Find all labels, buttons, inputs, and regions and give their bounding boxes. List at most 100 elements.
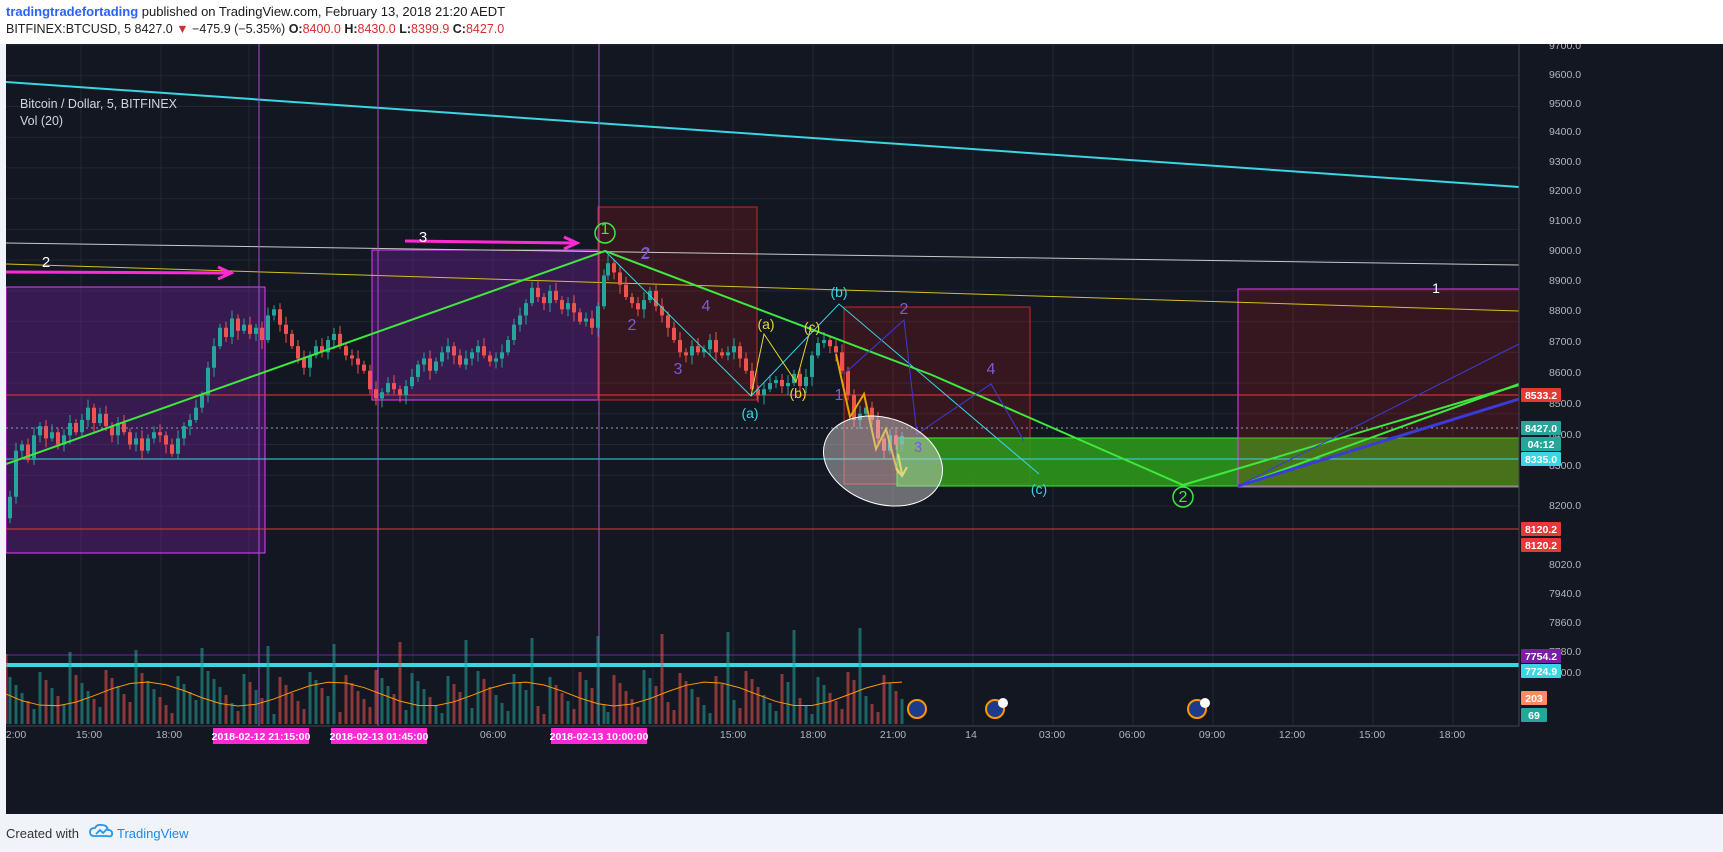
candle-body: [20, 444, 24, 451]
close-label: C:: [452, 22, 466, 36]
volume-bar: [606, 712, 610, 724]
candle-body: [344, 346, 348, 356]
candle-body: [14, 450, 18, 497]
volume-bar: [134, 650, 138, 724]
chart-area[interactable]: 2 3 1 2 2 2 3 4 (a) (b) (c) (a) (b) 1 2 3 4 (c) 1 2 9700.0 9…: [6, 44, 1723, 814]
price-tag-label: 203: [1525, 693, 1543, 705]
volume-bar: [654, 686, 658, 724]
purple-zone-2: [371, 249, 599, 401]
candle-body: [506, 340, 510, 353]
candle-body: [134, 438, 138, 445]
volume-bar: [774, 711, 778, 724]
candle-body: [672, 327, 676, 341]
candle-body: [140, 438, 144, 451]
wave-label: 2: [642, 245, 651, 262]
green-wave-path[interactable]: [6, 249, 1520, 487]
price-tick-label: 7940.0: [1549, 588, 1581, 600]
magenta-arrow-2[interactable]: [404, 239, 575, 245]
time-tick-label: 06:00: [1119, 729, 1145, 741]
candle-body: [404, 386, 408, 396]
time-tick-label: 09:00: [1199, 729, 1225, 741]
volume-bar: [846, 672, 850, 724]
candle-body: [242, 324, 246, 331]
green-up-line: [1237, 383, 1520, 487]
wave-label: 1: [601, 221, 610, 238]
price-tick-label: 9500.0: [1549, 98, 1581, 110]
volume-bar: [152, 689, 156, 724]
wave-label: 2: [900, 301, 909, 318]
blue-projection-path[interactable]: [843, 318, 1025, 442]
volume-bar: [542, 714, 546, 724]
cyan-downtrend-line[interactable]: [6, 81, 1520, 188]
wave-label: (c): [1031, 481, 1047, 497]
volume-bar: [326, 696, 330, 724]
candle-body: [302, 358, 306, 368]
us-flag-event-icon[interactable]: [907, 699, 927, 719]
candle-body: [26, 444, 30, 460]
candle-body: [38, 426, 42, 436]
candle-body: [536, 287, 540, 298]
volume-bar: [116, 686, 120, 724]
candle-body: [834, 346, 838, 353]
candle-body: [200, 395, 204, 408]
candle-body: [116, 423, 120, 436]
candle-body: [708, 340, 712, 350]
volume-bar: [188, 692, 192, 724]
cyan-abc-path[interactable]: [604, 250, 1040, 475]
candle-body: [128, 432, 132, 445]
volume-bar: [744, 671, 748, 724]
gray-highlight-ellipse[interactable]: [812, 401, 955, 520]
volume-bar: [236, 711, 240, 724]
price-tag-box: [1521, 388, 1561, 402]
volume-bar: [128, 702, 132, 724]
candle-body: [218, 327, 222, 347]
volume-bar: [726, 632, 730, 724]
time-tick-label: 18:00: [1439, 729, 1465, 741]
tradingview-cloud-icon[interactable]: [88, 822, 114, 842]
volume-bar: [194, 700, 198, 724]
author-link[interactable]: tradingtradefortading: [6, 4, 139, 19]
price-tick-label: 9300.0: [1549, 156, 1581, 168]
volume-bar: [164, 705, 168, 724]
candle-body: [212, 346, 216, 368]
price-tag-box: [1521, 708, 1547, 722]
wave-label: 1: [835, 387, 844, 404]
volume-bar: [32, 709, 36, 724]
event-count-badge-8: [1200, 698, 1210, 708]
volume-bar: [350, 683, 354, 724]
volume-bar: [206, 671, 210, 724]
candle-body: [864, 407, 868, 414]
candle-body: [32, 435, 36, 460]
time-tick-label: 06:00: [480, 729, 506, 741]
yellow-resistance-line[interactable]: [6, 263, 1520, 312]
volume-bar: [822, 685, 826, 724]
legend-indicator: Vol (20): [20, 114, 64, 128]
yellow-abc-path[interactable]: [750, 326, 812, 397]
candle-body: [786, 383, 790, 387]
time-tick-label: 14: [965, 729, 977, 741]
candle-body: [338, 333, 342, 347]
candle-body: [774, 379, 778, 384]
price-tags: 8533.2 8427.0 04:12 8335.0 8120.2 8120.2 7754.…: [1521, 388, 1561, 722]
candle-body: [368, 370, 372, 390]
white-resistance-line[interactable]: [6, 242, 1520, 266]
volume-bar: [840, 709, 844, 724]
candle-body: [122, 423, 126, 433]
volume-bar: [566, 701, 570, 724]
magenta-arrow-1[interactable]: [6, 270, 229, 275]
wave-label: 3: [419, 229, 427, 246]
volume-bar: [816, 677, 820, 724]
time-highlight-label: 2018-02-13 01:45:00: [330, 731, 429, 743]
candle-body: [720, 352, 724, 356]
candle-body: [666, 315, 670, 328]
volume-bar: [6, 654, 8, 724]
price-tag-box: [1521, 691, 1547, 705]
volume-bar: [900, 699, 904, 724]
price-tick-label: 8700.0: [1549, 336, 1581, 348]
yellow-impulse-path[interactable]: [835, 353, 899, 475]
volume-bar: [482, 679, 486, 724]
candle-body: [560, 300, 564, 310]
tradingview-brand-link[interactable]: TradingView: [117, 826, 189, 841]
